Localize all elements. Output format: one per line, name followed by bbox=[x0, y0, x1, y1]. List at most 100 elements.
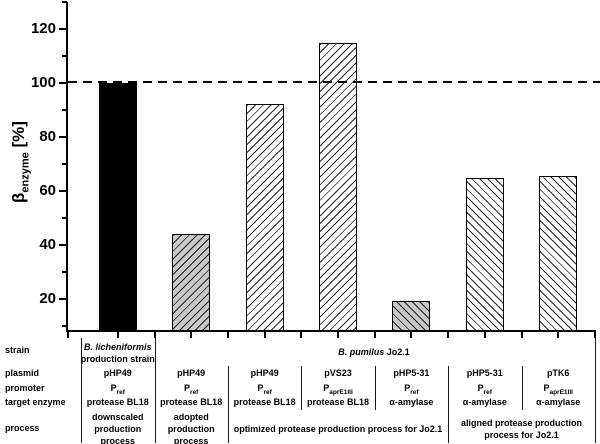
bar-4 bbox=[319, 43, 357, 331]
y-tick-label: 40 bbox=[39, 235, 56, 253]
promoter-subscript: aprE1III bbox=[329, 388, 353, 396]
target-enzyme-cell-1: protease BL18 bbox=[86, 397, 149, 407]
table-separator bbox=[521, 366, 523, 410]
table-row-label-plasmid: plasmid bbox=[5, 368, 40, 378]
table-separator bbox=[154, 338, 156, 443]
bar-7 bbox=[539, 175, 578, 332]
x-tick bbox=[557, 332, 560, 338]
promoter-cell-4: PaprE1III bbox=[323, 382, 353, 399]
bar-2 bbox=[172, 233, 211, 331]
x-tick bbox=[373, 332, 376, 338]
plasmid-cell-5: pHP5-31 bbox=[393, 368, 430, 378]
strain-col1-species: B. licheniformis bbox=[84, 342, 152, 352]
process-line: production bbox=[94, 424, 142, 434]
promoter-subscript: ref bbox=[263, 388, 272, 396]
bar-1 bbox=[98, 82, 137, 331]
y-major-tick bbox=[59, 189, 67, 192]
x-tick bbox=[263, 332, 266, 338]
promoter-cell-1: Pref bbox=[111, 382, 125, 399]
table-separator bbox=[374, 366, 376, 410]
bar-3 bbox=[245, 104, 284, 331]
y-major-tick bbox=[59, 81, 67, 84]
process-line: production bbox=[167, 424, 215, 434]
x-tick bbox=[447, 332, 450, 338]
target-enzyme-cell-3: protease BL18 bbox=[233, 397, 296, 407]
x-tick bbox=[483, 332, 486, 338]
plasmid-cell-6: pHP5-31 bbox=[466, 368, 503, 378]
table-separator bbox=[594, 338, 596, 443]
process-cell-2: adopted production process bbox=[168, 411, 215, 444]
table-row-label-target-enzyme: target enzyme bbox=[5, 397, 66, 407]
table-separator bbox=[448, 366, 450, 443]
y-minor-tick bbox=[62, 0, 67, 3]
promoter-cell-2: Pref bbox=[184, 382, 198, 399]
x-tick bbox=[593, 332, 596, 338]
strain-group: B. pumilus Jo2.1 bbox=[338, 346, 410, 358]
promoter-subscript: ref bbox=[483, 388, 492, 396]
plasmid-cell-4: pVS23 bbox=[324, 368, 352, 378]
y-tick-label: 80 bbox=[39, 127, 56, 145]
table-separator bbox=[301, 366, 303, 410]
promoter-subscript: ref bbox=[410, 388, 419, 396]
promoter-subscript: ref bbox=[190, 388, 199, 396]
y-major-tick bbox=[59, 297, 67, 300]
plasmid-cell-3: pHP49 bbox=[250, 368, 279, 378]
x-tick bbox=[300, 332, 303, 338]
x-tick bbox=[116, 332, 119, 338]
y-major-tick bbox=[59, 243, 67, 246]
promoter-base: P bbox=[184, 383, 191, 393]
table-row-label-process: process bbox=[5, 423, 40, 433]
target-enzyme-cell-7: α-amylase bbox=[536, 397, 581, 407]
process-line: optimized protease production process fo… bbox=[233, 424, 443, 434]
y-minor-tick bbox=[62, 54, 67, 57]
bar-6 bbox=[465, 178, 504, 331]
process-cell-1: downscaled production process bbox=[92, 411, 144, 444]
promoter-base: P bbox=[110, 383, 117, 393]
process-line: downscaled bbox=[92, 412, 144, 422]
target-enzyme-cell-4: protease BL18 bbox=[306, 397, 370, 407]
promoter-cell-5: Pref bbox=[404, 382, 418, 399]
table-row-label-promoter: promoter bbox=[5, 383, 45, 393]
plasmid-cell-7: pTK6 bbox=[546, 368, 570, 378]
x-tick bbox=[337, 332, 339, 338]
process-line: process for Jo2.1 bbox=[484, 430, 559, 440]
y-major-tick bbox=[59, 27, 67, 30]
promoter-subscript: aprE1III bbox=[549, 388, 573, 396]
y-minor-tick bbox=[62, 162, 67, 165]
y-tick-label: 20 bbox=[39, 289, 56, 307]
reference-dashed-line-100 bbox=[68, 81, 600, 83]
process-line: process bbox=[100, 436, 136, 444]
promoter-base: P bbox=[543, 383, 550, 393]
y-axis-spine bbox=[66, 2, 68, 332]
strain-group-species: B. pumilus bbox=[338, 347, 385, 357]
x-tick bbox=[226, 332, 229, 338]
y-tick-label: 60 bbox=[39, 181, 56, 199]
x-tick bbox=[520, 332, 523, 338]
plasmid-cell-2: pHP49 bbox=[177, 368, 206, 378]
promoter-cell-3: Pref bbox=[257, 382, 271, 399]
promoter-base: P bbox=[477, 383, 484, 393]
plasmid-cell-1: pHP49 bbox=[103, 368, 132, 378]
target-enzyme-cell-5: α-amylase bbox=[389, 397, 434, 407]
y-minor-tick bbox=[62, 108, 67, 111]
process-line: adopted bbox=[173, 412, 209, 422]
y-minor-tick bbox=[62, 216, 67, 219]
x-tick bbox=[153, 332, 156, 338]
promoter-cell-6: Pref bbox=[478, 382, 492, 399]
promoter-base: P bbox=[323, 383, 330, 393]
strain-col1-line2: production strain bbox=[80, 354, 155, 364]
strain-group-id: Jo2.1 bbox=[384, 347, 410, 357]
y-minor-tick bbox=[62, 270, 67, 273]
x-tick bbox=[66, 332, 69, 338]
x-tick bbox=[190, 332, 193, 338]
promoter-base: P bbox=[404, 383, 411, 393]
process-cell-3: optimized protease production process fo… bbox=[234, 423, 443, 435]
process-cell-4: aligned protease production process for J… bbox=[461, 417, 582, 441]
table-row-label-strain: strain bbox=[5, 345, 30, 355]
promoter-base: P bbox=[257, 383, 264, 393]
x-tick bbox=[410, 332, 413, 338]
x-axis-line bbox=[66, 330, 596, 332]
